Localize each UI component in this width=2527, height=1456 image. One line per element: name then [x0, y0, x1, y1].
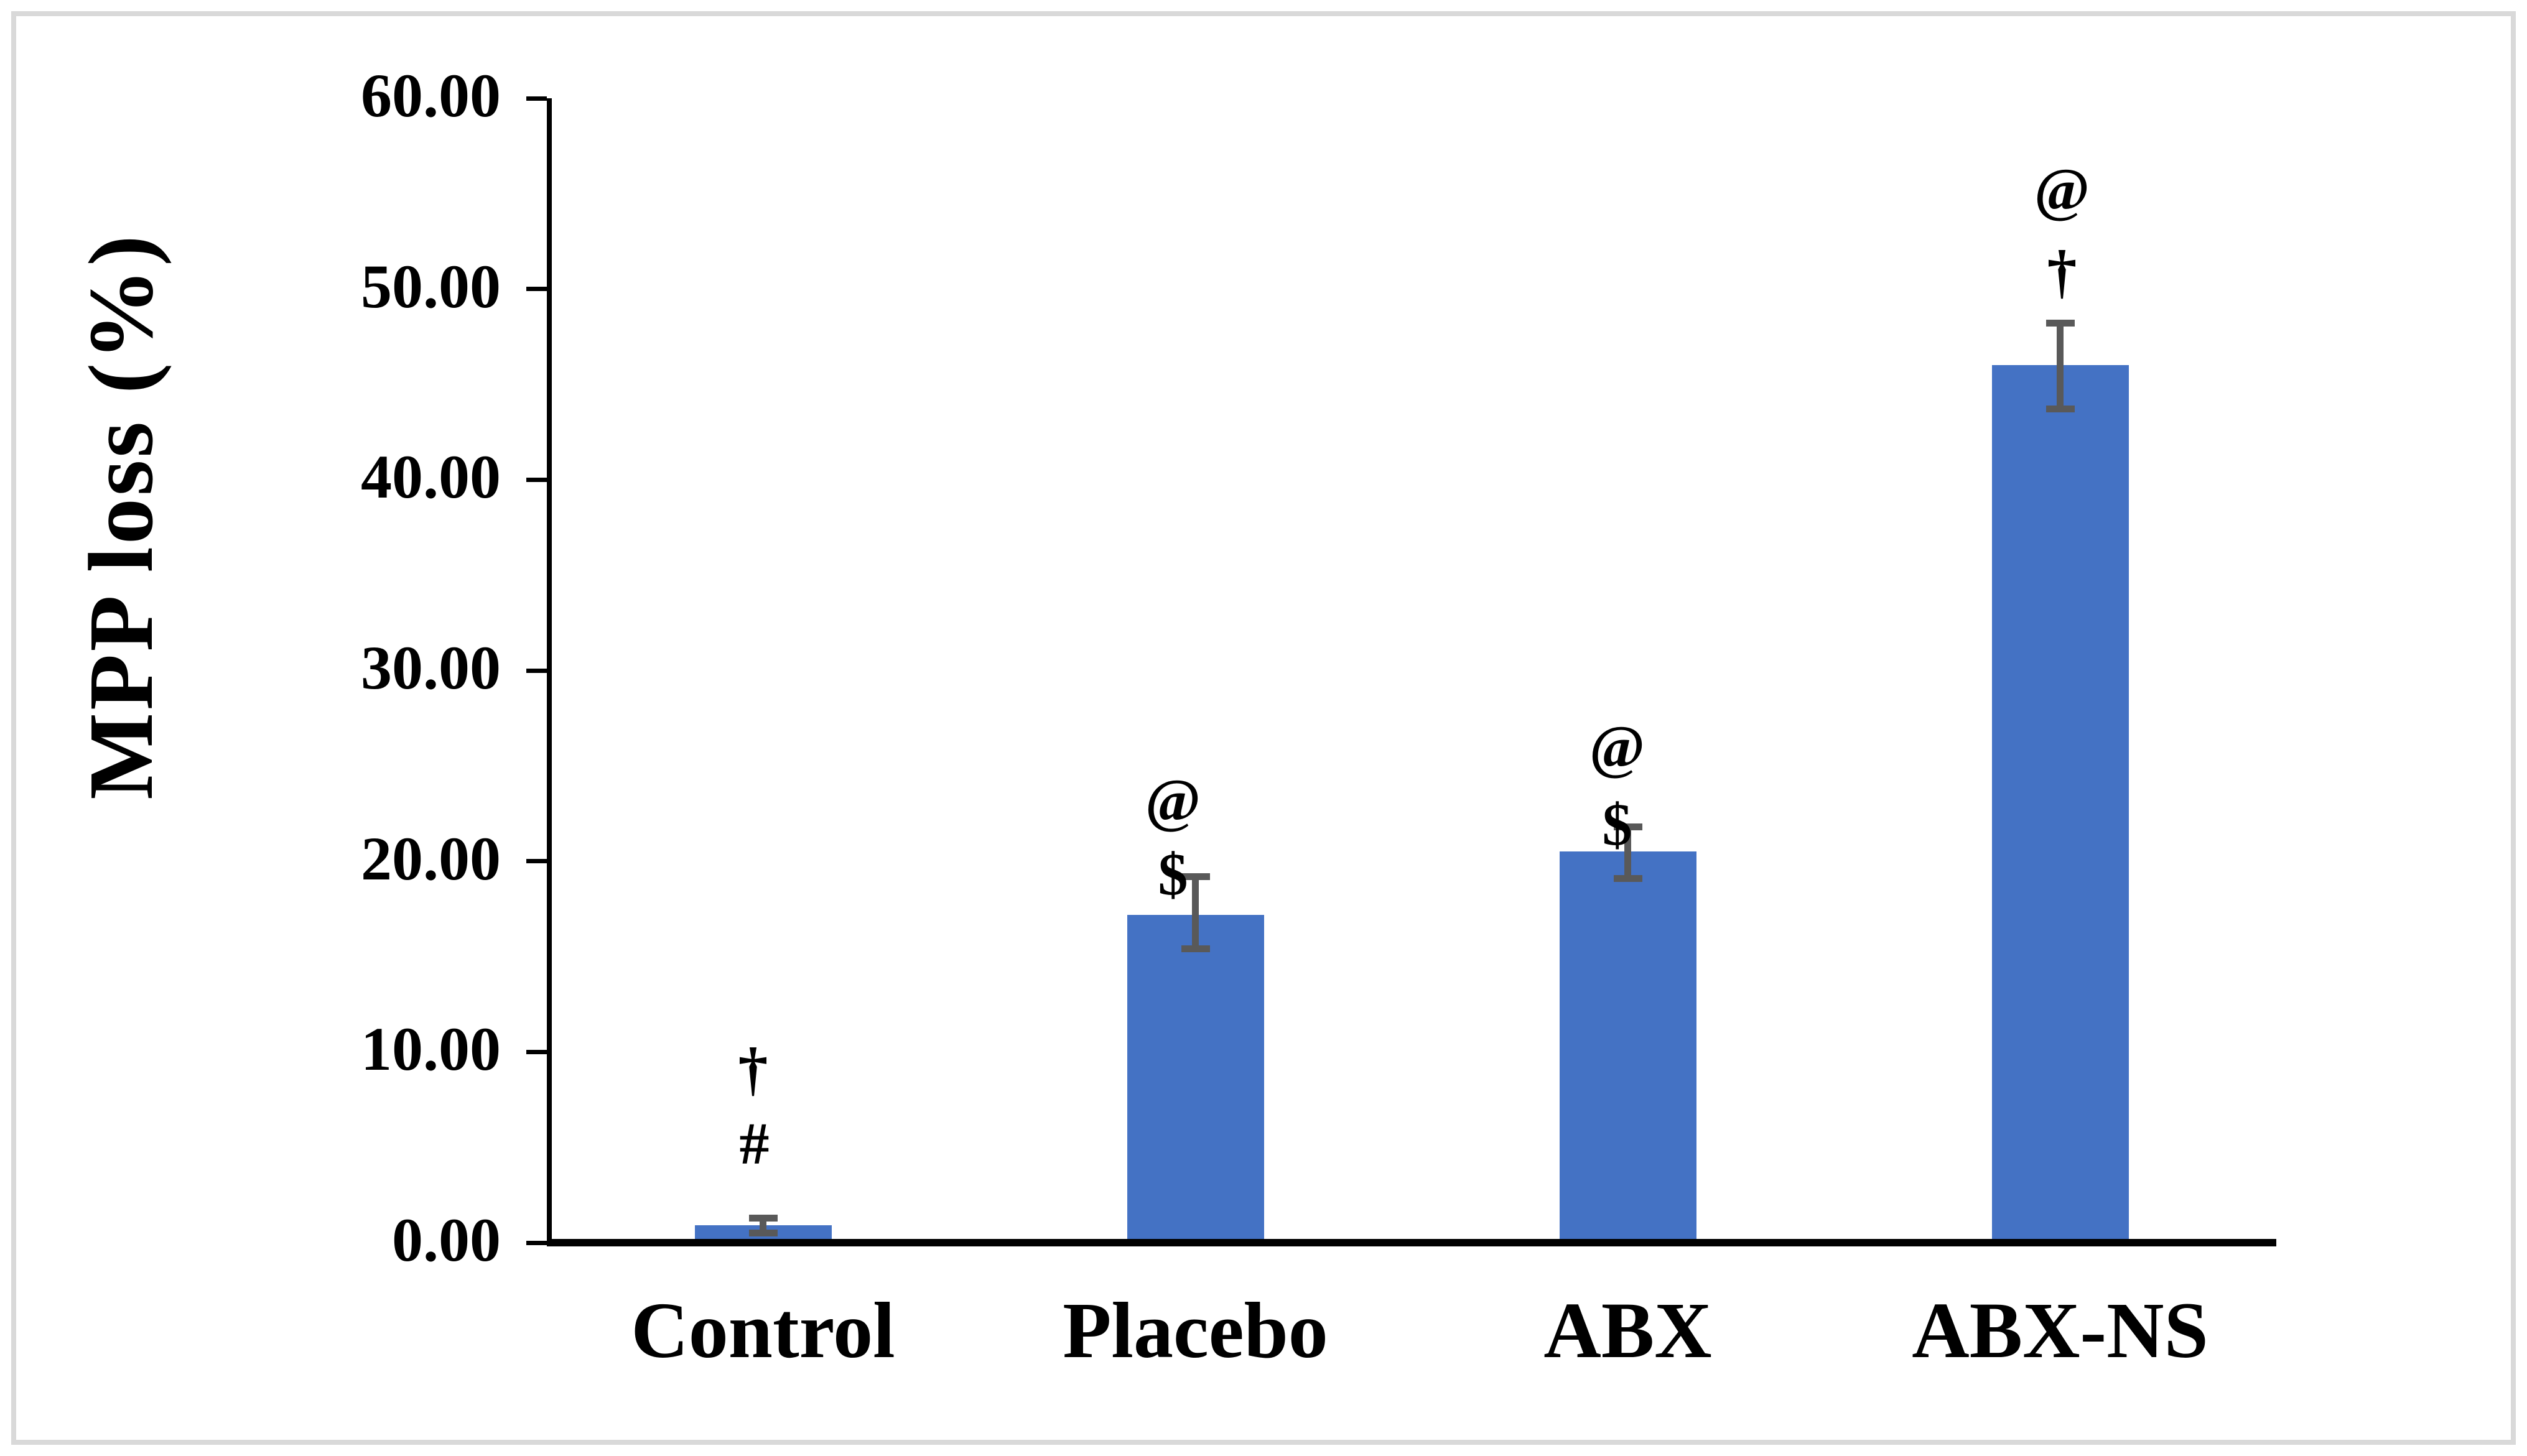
significance-symbol: $	[1602, 791, 1632, 858]
error-bar-bottom-cap	[2045, 406, 2075, 413]
error-bar-top-cap	[1613, 823, 1642, 830]
significance-symbol: †	[2047, 238, 2077, 305]
error-bar-bottom-cap	[748, 1230, 778, 1237]
y-tick-mark	[526, 287, 547, 292]
y-tick-mark	[526, 1240, 547, 1245]
error-bar-whisker	[1624, 827, 1631, 879]
y-tick-label: 50.00	[361, 251, 501, 321]
bar-abx-ns	[1991, 365, 2129, 1243]
error-bar-top-cap	[1181, 873, 1210, 880]
error-bar-whisker	[1192, 876, 1199, 949]
significance-symbol: @	[2034, 156, 2090, 223]
x-category-label: ABX	[1543, 1286, 1712, 1375]
y-tick-label: 40.00	[361, 442, 501, 512]
significance-symbol: @	[1145, 766, 1201, 833]
y-axis-line	[547, 98, 552, 1246]
y-tick-mark	[526, 1049, 547, 1054]
y-tick-mark	[526, 859, 547, 864]
error-bar-bottom-cap	[1181, 945, 1210, 953]
error-bar-bottom-cap	[1613, 874, 1642, 882]
significance-symbol: #	[739, 1110, 770, 1177]
error-bar-whisker	[2057, 323, 2064, 409]
significance-symbol: $	[1158, 841, 1188, 908]
error-bar-top-cap	[2045, 320, 2075, 327]
y-tick-label: 20.00	[361, 823, 501, 893]
x-category-label: Placebo	[1063, 1286, 1328, 1375]
x-category-label: ABX-NS	[1912, 1286, 2208, 1375]
error-bar-top-cap	[748, 1214, 778, 1222]
y-tick-mark	[526, 668, 547, 673]
y-tick-mark	[526, 477, 547, 482]
y-tick-label: 30.00	[361, 633, 501, 702]
bar-placebo	[1127, 914, 1264, 1243]
significance-symbol: @	[1589, 713, 1645, 780]
x-category-label: Control	[631, 1286, 895, 1375]
bar-abx	[1559, 851, 1696, 1243]
y-tick-label: 60.00	[361, 60, 501, 130]
x-axis-line	[547, 1239, 2276, 1246]
y-tick-mark	[526, 96, 547, 101]
error-bar-whisker	[760, 1218, 766, 1233]
y-tick-label: 10.00	[361, 1014, 501, 1084]
significance-symbol: †	[738, 1035, 768, 1102]
y-tick-label: 0.00	[392, 1205, 501, 1274]
